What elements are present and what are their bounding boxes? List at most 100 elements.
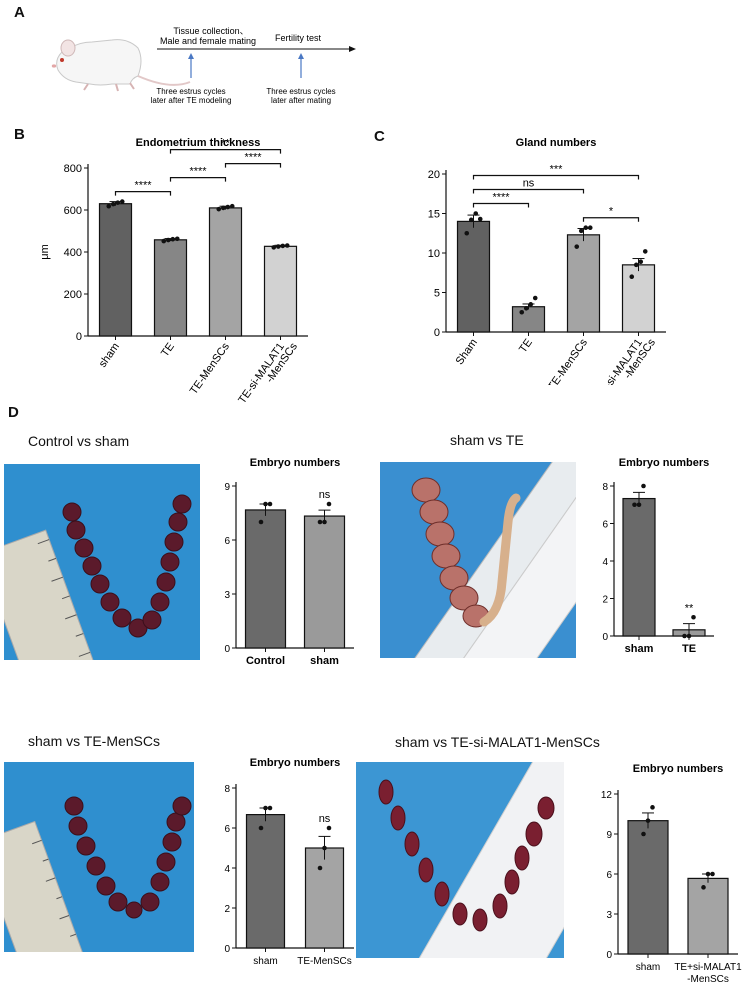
y-tick-label: 12 [601,790,613,801]
bar [511,306,546,333]
bar [456,220,491,333]
chart-embryo-numbers-control-vs-sham: Embryo numbers 0 3 6 9 Control sham ns [224,457,354,667]
y-tick-label: 10 [428,248,440,260]
bar [304,847,345,949]
x-tick-label: sham [625,643,654,655]
significance-bracket [472,174,640,180]
significance-label: ns [319,489,331,501]
chart-embryo-numbers-sham-vs-te-menscs: Embryo numbers 0 2 4 6 8 sham TE-MenSCs ns [224,757,354,967]
data-point [701,885,706,890]
y-tick-label: 0 [606,950,612,961]
subtitle-sham-vs-te-si-malat1-menscs: sham vs TE-si-MALAT1-MenSCs [395,734,600,750]
x-tick-label: sham [253,956,277,967]
data-point [578,228,584,234]
data-point [636,502,642,508]
y-tick-label: 0 [76,331,82,343]
y-tick-label: 3 [606,910,612,921]
data-point [519,309,525,315]
significance-label: **** [189,166,207,178]
data-point [267,501,273,507]
timeline-note2-line2: later after mating [271,96,331,105]
timeline-note1-line1: Three estrus cycles [156,87,225,96]
y-tick-label: 400 [64,247,82,259]
y-tick-label: 600 [64,205,82,217]
data-point [682,633,687,639]
data-point [280,243,286,249]
data-point [225,204,231,210]
data-point [275,244,281,249]
bar [98,203,133,337]
data-point [165,237,171,243]
uterus-photo-te-menscs [4,762,194,952]
chart-title: Embryo numbers [633,763,723,775]
x-tick-label: -MenSCs [687,974,729,985]
significance-label: *** [550,164,564,176]
y-tick-label: 6 [224,824,230,835]
x-tick-label: TE-MenSCs [188,340,232,396]
data-point [464,230,470,236]
significance-bracket [224,163,282,168]
data-point [216,206,222,212]
x-tick-label: Sham [454,337,480,367]
y-tick-label: 20 [428,169,440,181]
bar [245,813,286,949]
y-axis-label: μm [40,244,51,260]
significance-bracket [472,188,585,194]
chart-title: Gland numbers [516,137,597,149]
bar [621,264,656,333]
bar [627,820,669,955]
subtitle-control-vs-sham: Control vs sham [28,433,130,449]
data-point [326,501,332,507]
chart-embryo-numbers-sham-vs-te-si-malat1-menscs: Embryo numbers 0 3 6 9 12 sham TE+si-MALAT1-Men… [601,763,742,985]
data-point [629,274,635,279]
y-tick-label: 200 [64,289,82,301]
data-point [473,211,479,216]
data-point [220,205,226,211]
y-tick-label: 5 [434,288,440,300]
data-point [633,262,639,268]
significance-bracket [169,177,227,182]
y-tick-label: 800 [64,163,82,175]
y-tick-label: 3 [224,590,230,601]
timeline-step1-line1: Tissue collection、 [173,26,248,36]
y-tick-label: 0 [434,327,440,339]
data-point [106,203,112,209]
subtitle-sham-vs-te: sham vs TE [450,432,524,448]
significance-label: * [609,206,614,218]
chart-endometrium-thickness: Endometrium thickness 0 200 400 600 800 μm sham… [40,137,308,402]
bar [566,234,601,333]
data-point [322,519,327,525]
significance-bracket [169,149,282,154]
y-tick-label: 6 [606,870,612,881]
significance-label: ** [221,138,230,150]
chart-title: Endometrium thickness [136,137,261,149]
data-point [110,201,116,207]
data-point [174,236,180,242]
timeline-step2: Fertility test [275,33,322,43]
y-tick-label: 15 [428,209,440,221]
bar [153,239,188,337]
y-tick-label: 9 [606,830,612,841]
y-tick-label: 4 [224,864,230,875]
y-tick-label: 2 [224,904,230,915]
x-tick-label: TE [517,337,535,355]
significance-label: ns [319,813,331,825]
timeline-step1-line2: Male and female mating [160,36,256,46]
x-tick-label: sham [636,962,660,973]
data-point [170,236,176,242]
bar [263,245,298,337]
data-point [523,306,529,311]
data-point [271,245,277,250]
data-point [528,302,534,307]
data-point [645,818,651,823]
data-point [229,203,235,209]
x-tick-label: sham [97,341,122,370]
data-point [263,805,268,811]
mouse-icon [51,39,191,92]
data-point [258,519,264,525]
data-point [263,501,268,507]
data-point [119,199,125,204]
data-point [161,238,167,244]
data-point [587,225,593,231]
significance-bracket [472,202,530,208]
